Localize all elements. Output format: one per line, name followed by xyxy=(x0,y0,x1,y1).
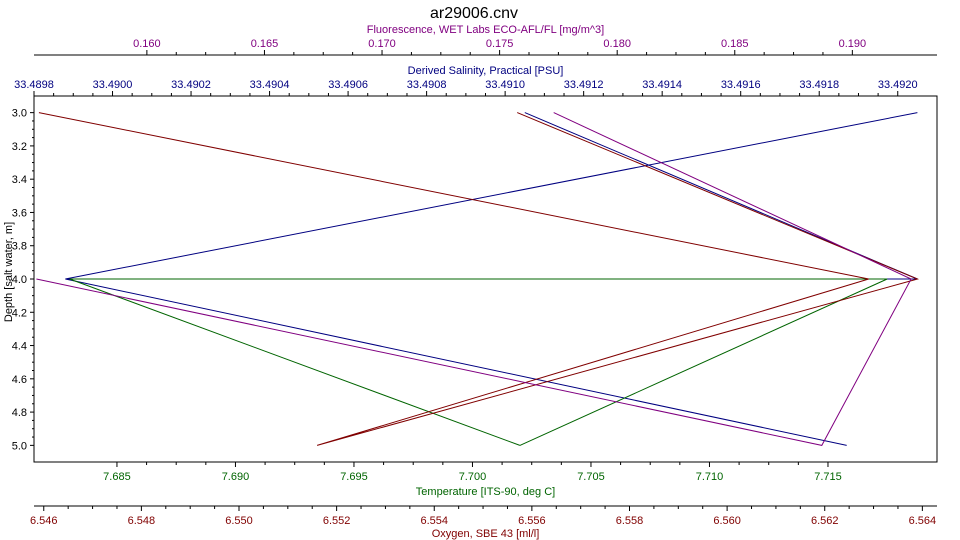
fluorescence-tick-label: 0.170 xyxy=(368,38,396,50)
y-tick-label: 3.4 xyxy=(12,174,27,186)
chart-title: ar29006.cnv xyxy=(430,5,518,22)
oxygen-tick-label: 6.560 xyxy=(713,515,741,527)
y-axis-label: Depth [salt water, m] xyxy=(3,222,15,322)
temperature-tick-label: 7.695 xyxy=(340,471,368,483)
oxygen-tick-label: 6.548 xyxy=(128,515,156,527)
fluorescence-tick-label: 0.185 xyxy=(721,38,749,50)
oxygen-tick-label: 6.564 xyxy=(909,515,937,527)
salinity-tick-label: 33.4898 xyxy=(14,79,54,91)
temperature-tick-label: 7.705 xyxy=(577,471,605,483)
oxygen-tick-label: 6.552 xyxy=(323,515,351,527)
salinity-tick-label: 33.4908 xyxy=(407,79,447,91)
salinity-tick-label: 33.4902 xyxy=(171,79,211,91)
y-tick-label: 4.0 xyxy=(12,274,27,286)
temperature-series-line-2 xyxy=(69,278,888,446)
oxygen-tick-label: 6.550 xyxy=(225,515,253,527)
y-tick-label: 3.0 xyxy=(12,108,27,120)
y-tick-label: 4.8 xyxy=(12,407,27,419)
salinity-tick-label: 33.4914 xyxy=(642,79,682,91)
fluorescence-tick-label: 0.190 xyxy=(839,38,867,50)
salinity-axis-label: Derived Salinity, Practical [PSU] xyxy=(408,65,564,77)
y-tick-label: 3.6 xyxy=(12,207,27,219)
y-tick-label: 4.2 xyxy=(12,307,27,319)
salinity-tick-label: 33.4918 xyxy=(799,79,839,91)
temperature-tick-label: 7.700 xyxy=(459,471,487,483)
temperature-tick-label: 7.710 xyxy=(696,471,724,483)
oxygen-tick-label: 6.554 xyxy=(420,515,448,527)
temperature-tick-label: 7.685 xyxy=(103,471,131,483)
fluorescence-tick-label: 0.180 xyxy=(603,38,631,50)
y-tick-label: 4.4 xyxy=(12,341,27,353)
oxygen-tick-label: 6.556 xyxy=(518,515,546,527)
salinity-tick-label: 33.4912 xyxy=(564,79,604,91)
fluorescence-tick-label: 0.165 xyxy=(251,38,279,50)
oxygen-series-line-3 xyxy=(38,112,920,446)
salinity-tick-label: 33.4904 xyxy=(250,79,290,91)
y-tick-label: 3.8 xyxy=(12,241,27,253)
temperature-axis-label: Temperature [ITS-90, deg C] xyxy=(416,486,555,498)
fluorescence-tick-label: 0.175 xyxy=(486,38,514,50)
salinity-tick-label: 33.4910 xyxy=(485,79,525,91)
salinity-tick-label: 33.4900 xyxy=(93,79,133,91)
oxygen-axis-label: Oxygen, SBE 43 [ml/l] xyxy=(432,528,540,540)
salinity-tick-label: 33.4906 xyxy=(328,79,368,91)
salinity-tick-label: 33.4920 xyxy=(878,79,918,91)
temperature-tick-label: 7.690 xyxy=(222,471,250,483)
oxygen-tick-label: 6.562 xyxy=(811,515,839,527)
y-tick-label: 5.0 xyxy=(12,440,27,452)
fluorescence-axis-label: Fluorescence, WET Labs ECO-AFL/FL [mg/m^… xyxy=(367,24,604,36)
oxygen-tick-label: 6.546 xyxy=(30,515,58,527)
oxygen-tick-label: 6.558 xyxy=(616,515,644,527)
salinity-tick-label: 33.4916 xyxy=(721,79,761,91)
y-tick-label: 4.6 xyxy=(12,374,27,386)
fluorescence-tick-label: 0.160 xyxy=(133,38,161,50)
temperature-tick-label: 7.715 xyxy=(814,471,842,483)
fluorescence-series-line-4 xyxy=(36,112,912,446)
y-tick-label: 3.2 xyxy=(12,141,27,153)
